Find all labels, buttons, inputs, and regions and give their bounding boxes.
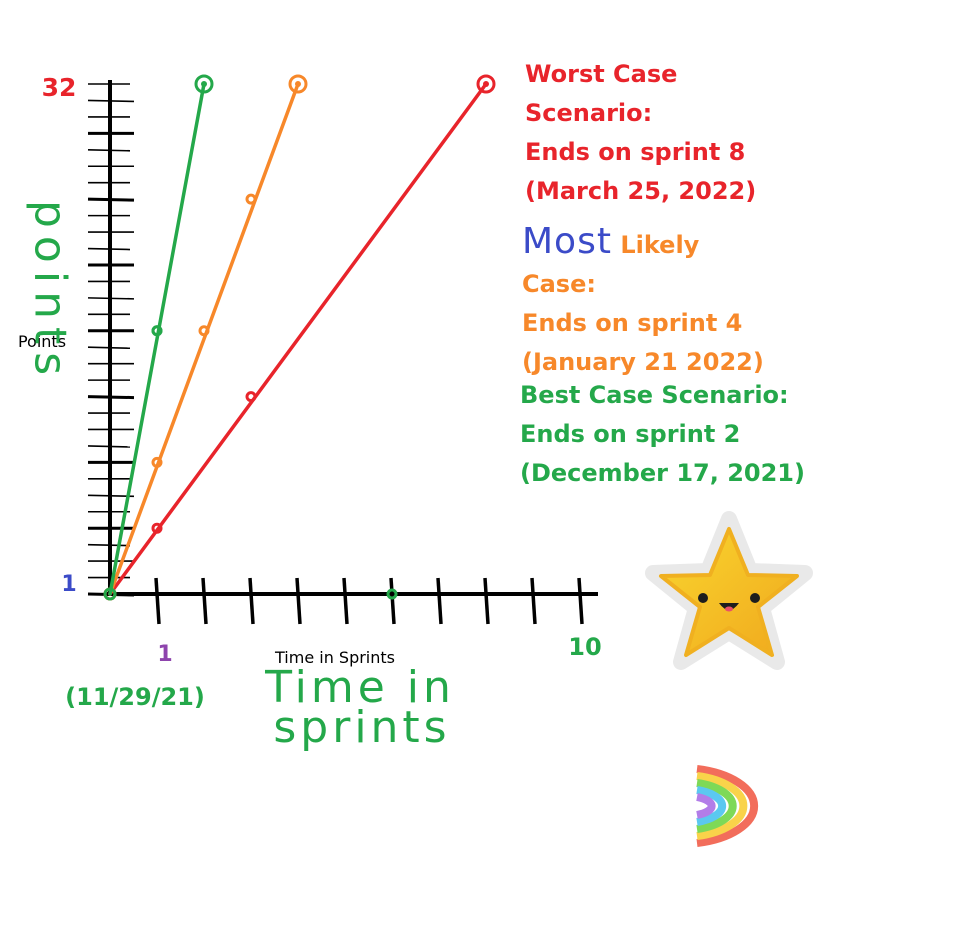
x-axis-handwritten-label: Time in [264, 662, 455, 713]
scatter-mark [386, 588, 398, 600]
data-point [103, 587, 117, 601]
worst-case-line-2: Scenario: [525, 99, 653, 127]
series-best-case-scenario [103, 74, 214, 601]
x-start-tick-label: 1 [157, 642, 172, 667]
smiling-star-icon [645, 511, 813, 670]
y-min-tick-label: 1 [61, 572, 76, 597]
x-axis-tick [295, 577, 302, 625]
y-axis-tick [87, 445, 131, 448]
x-axis-tick [342, 577, 349, 625]
y-axis-tick [87, 395, 135, 400]
data-point [288, 74, 308, 94]
most-likely-line-4: (January 21 2022) [522, 348, 764, 376]
data-point [476, 74, 496, 94]
series-line [108, 82, 488, 596]
x-start-date-label: (11/29/21) [65, 683, 205, 711]
data-point [194, 74, 214, 94]
series-line [108, 82, 206, 596]
x-axis-tick [201, 577, 208, 625]
scatter-mark [245, 193, 257, 205]
y-axis-tick [87, 99, 135, 103]
worst-case-line-1: Worst Case [525, 60, 678, 88]
series-line [108, 82, 300, 596]
most-likely-line-3: Ends on sprint 4 [522, 309, 743, 337]
most-handwritten-word: Most [522, 221, 612, 262]
data-point [151, 522, 163, 534]
y-axis-tick [87, 247, 131, 251]
data-point [198, 325, 210, 337]
y-axis-tick [87, 543, 131, 547]
best-case-annotation: Best Case Scenario: Ends on sprint 2 (De… [520, 376, 805, 493]
y-axis-handwritten-label: points [25, 200, 76, 383]
most-likely-annotation: Most Likely Case: Ends on sprint 4 (Janu… [522, 222, 764, 382]
data-point [151, 456, 163, 468]
data-point-center [295, 81, 301, 87]
scatter-mark [151, 325, 163, 337]
best-case-line-2: Ends on sprint 2 [520, 420, 741, 448]
x-end-tick-label: 10 [568, 633, 601, 661]
y-axis-tick [87, 197, 135, 202]
chart-axes [87, 80, 598, 625]
data-point-center [483, 81, 489, 87]
worst-case-line-3: Ends on sprint 8 [525, 138, 746, 166]
x-axis-tick [577, 577, 584, 625]
worst-case-line-4: (March 25, 2022) [525, 177, 757, 205]
y-axis-label: Points [18, 332, 66, 351]
data-point-center [201, 81, 207, 87]
series-most-likely-case [103, 74, 308, 601]
x-axis-tick [248, 577, 255, 625]
x-axis-tick [154, 577, 161, 625]
rainbow-icon [696, 765, 759, 847]
x-axis-tick [530, 577, 537, 625]
y-axis-tick [87, 149, 131, 152]
x-axis-tick [436, 577, 443, 625]
best-case-line-1: Best Case Scenario: [520, 381, 789, 409]
y-axis-tick [87, 346, 131, 350]
most-likely-line-1: Likely [620, 231, 700, 259]
x-axis-tick [483, 577, 490, 625]
chart-series [103, 74, 496, 601]
series-worst-case-scenario [103, 74, 496, 601]
x-axis-tick [389, 577, 396, 625]
most-likely-line-2: Case: [522, 270, 596, 298]
data-point [245, 391, 257, 403]
worst-case-annotation: Worst Case Scenario: Ends on sprint 8 (M… [525, 55, 756, 211]
best-case-line-3: (December 17, 2021) [520, 459, 805, 487]
x-axis-label: Time in Sprints [274, 648, 395, 667]
y-axis-tick [87, 297, 135, 300]
x-axis-handwritten-label-line2: sprints [273, 702, 450, 753]
y-max-tick-label: 32 [42, 73, 77, 102]
